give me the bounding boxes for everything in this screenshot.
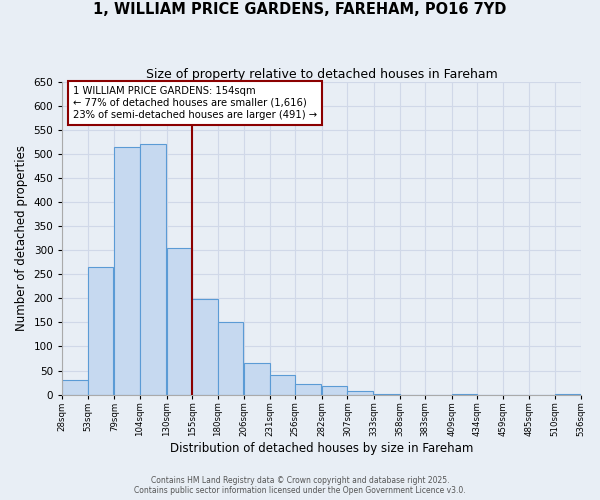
Bar xyxy=(88,267,113,394)
Bar xyxy=(192,300,218,394)
Bar xyxy=(167,248,192,394)
Y-axis label: Number of detached properties: Number of detached properties xyxy=(15,145,28,331)
Bar xyxy=(62,380,88,394)
Bar xyxy=(270,376,295,394)
Text: 1 WILLIAM PRICE GARDENS: 154sqm
← 77% of detached houses are smaller (1,616)
23%: 1 WILLIAM PRICE GARDENS: 154sqm ← 77% of… xyxy=(73,86,317,120)
Bar xyxy=(295,384,321,394)
Bar xyxy=(140,144,166,394)
X-axis label: Distribution of detached houses by size in Fareham: Distribution of detached houses by size … xyxy=(170,442,473,455)
Text: 1, WILLIAM PRICE GARDENS, FAREHAM, PO16 7YD: 1, WILLIAM PRICE GARDENS, FAREHAM, PO16 … xyxy=(94,2,506,18)
Bar xyxy=(115,146,140,394)
Title: Size of property relative to detached houses in Fareham: Size of property relative to detached ho… xyxy=(146,68,497,80)
Bar xyxy=(244,364,270,394)
Text: Contains HM Land Registry data © Crown copyright and database right 2025.
Contai: Contains HM Land Registry data © Crown c… xyxy=(134,476,466,495)
Bar xyxy=(347,392,373,394)
Bar xyxy=(218,322,243,394)
Bar xyxy=(322,386,347,394)
